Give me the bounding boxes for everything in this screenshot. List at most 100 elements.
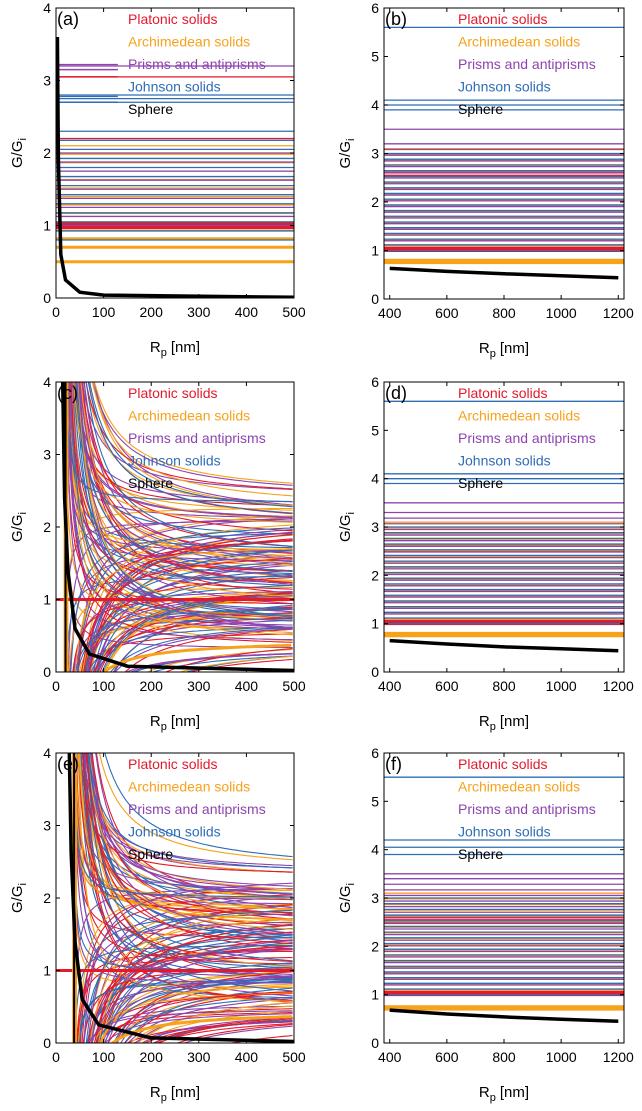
series-line	[90, 948, 293, 1043]
series-line	[107, 990, 293, 1043]
series-line	[87, 626, 293, 672]
x-axis-label: Rp [nm]	[479, 1084, 529, 1104]
series-line	[91, 753, 293, 917]
plot-area	[56, 382, 294, 672]
series-line	[152, 1017, 293, 1043]
series-line	[89, 918, 293, 1043]
legend-entry: Archimedean solids	[458, 408, 580, 424]
series-line	[98, 945, 293, 1043]
legend-entry: Sphere	[128, 475, 173, 491]
series-line	[93, 931, 293, 1043]
series-line	[146, 648, 293, 672]
panel-label: (f)	[385, 754, 402, 774]
x-tick-label: 100	[92, 304, 116, 320]
series-line	[137, 1001, 293, 1043]
series-line	[82, 753, 293, 963]
legend-entry: Prisms and antiprisms	[128, 801, 266, 817]
y-tick-label: 2	[43, 890, 51, 906]
series-line	[124, 628, 293, 672]
series-line	[73, 382, 293, 587]
x-tick-label: 800	[492, 1049, 516, 1065]
x-tick-label: 600	[435, 305, 459, 321]
legend-entry: Archimedean solids	[458, 779, 580, 795]
y-tick-label: 2	[371, 938, 379, 954]
y-tick-label: 4	[371, 471, 379, 487]
x-tick-label: 1200	[603, 678, 634, 694]
series-line	[110, 1015, 293, 1043]
x-tick-label: 400	[378, 1049, 402, 1065]
x-tick-label: 400	[235, 678, 259, 694]
legend-entry: Platonic solids	[458, 756, 548, 772]
y-axis-label: G/Gi	[9, 138, 29, 168]
y-axis-label: G/Gi	[337, 512, 357, 542]
series-line	[74, 769, 293, 901]
x-tick-label: 600	[435, 678, 459, 694]
series-line	[79, 921, 293, 1043]
series-line	[87, 560, 293, 672]
series-line	[74, 756, 293, 975]
series-line	[87, 382, 293, 514]
series-line	[83, 382, 293, 559]
x-tick-label: 0	[52, 304, 60, 320]
legend-entry: Archimedean solids	[128, 408, 250, 424]
x-tick-label: 0	[52, 1049, 60, 1065]
series-line	[83, 382, 293, 548]
legend-entry: Sphere	[128, 846, 173, 862]
series-line	[88, 1010, 293, 1043]
legend-entry: Platonic solids	[128, 385, 218, 401]
series-line	[81, 591, 293, 672]
series-line	[78, 382, 293, 565]
panel-d: Platonic solids Archimedean solids Prisms …	[337, 374, 634, 733]
series-line	[87, 753, 293, 896]
x-axis-label: Rp [nm]	[150, 1084, 200, 1104]
series-line	[98, 753, 293, 861]
panel-label: (b)	[385, 9, 407, 29]
series-line	[71, 382, 293, 636]
series-line	[87, 753, 293, 869]
series-line	[74, 944, 293, 1027]
series-line	[92, 382, 293, 486]
y-tick-label: 4	[371, 842, 379, 858]
series-line	[80, 753, 293, 936]
series-line	[114, 971, 293, 1043]
series-line	[87, 896, 293, 1043]
panel-label: (e)	[57, 754, 79, 774]
panel-e: Platonic solids Archimedean solids Prisms …	[9, 745, 306, 1104]
series-line	[104, 753, 293, 858]
y-tick-label: 0	[43, 290, 51, 306]
y-tick-label: 1	[371, 243, 379, 259]
series-line	[72, 382, 293, 613]
series-line	[107, 948, 293, 1043]
series-line	[103, 977, 293, 1043]
y-tick-label: 3	[43, 818, 51, 834]
series-line	[74, 896, 293, 984]
y-tick-label: 6	[371, 0, 379, 16]
x-axis-label: Rp [nm]	[479, 340, 529, 360]
series-line	[85, 382, 293, 490]
y-tick-label: 2	[371, 194, 379, 210]
y-axis-label: G/Gi	[337, 139, 357, 169]
series-line	[87, 753, 293, 962]
legend-entry: Johnson solids	[458, 79, 551, 95]
series-line	[77, 753, 293, 1002]
series-line	[84, 576, 293, 672]
x-axis-label: Rp [nm]	[150, 713, 200, 733]
y-tick-label: 1	[43, 592, 51, 608]
series-line	[114, 628, 293, 672]
series-line	[75, 753, 293, 899]
x-axis-label: Rp [nm]	[479, 713, 529, 733]
legend-entry: Archimedean solids	[128, 779, 250, 795]
series-line	[93, 382, 293, 484]
series-line	[80, 382, 293, 564]
series-line	[83, 539, 293, 672]
x-tick-label: 1000	[546, 678, 577, 694]
series-line	[89, 753, 293, 942]
series-line	[79, 614, 293, 672]
series-line	[91, 382, 293, 497]
series-line	[98, 908, 293, 1043]
x-tick-label: 500	[282, 1049, 306, 1065]
series-line	[86, 753, 293, 911]
y-tick-label: 3	[371, 890, 379, 906]
y-tick-label: 5	[371, 793, 379, 809]
x-tick-label: 400	[378, 305, 402, 321]
